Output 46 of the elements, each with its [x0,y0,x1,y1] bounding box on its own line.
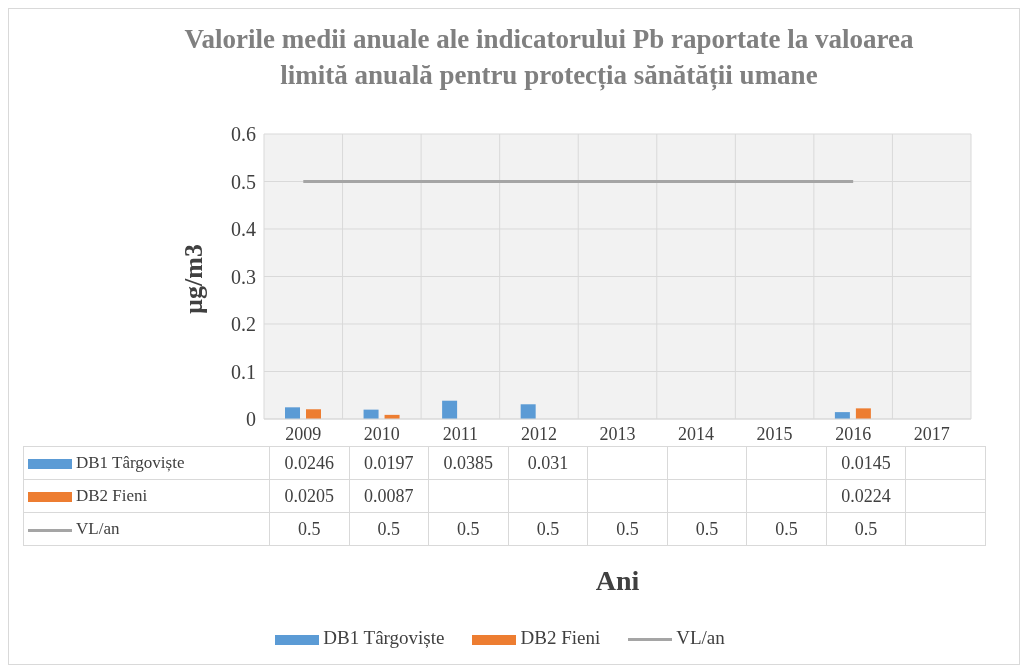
legend-label: DB2 Fieni [76,486,148,505]
x-tick-label: 2009 [285,423,322,444]
y-tick-label: 0.3 [231,265,256,288]
x-axis-title: Ani [594,565,641,597]
text: DB1 Târgoviște [323,627,445,648]
y-tick-label: 0.5 [231,170,256,193]
y-tick-label: 0.6 [231,123,256,146]
x-tick-label: 2012 [520,423,557,444]
data-label: 0.5 [349,512,429,546]
bar [285,407,300,419]
bar [442,400,458,419]
x-tick-label: 2017 [913,423,950,444]
data-label: 0.0087 [349,479,429,513]
data-label: 0.0385 [428,446,509,480]
y-tick-label: 0.2 [231,313,256,336]
text: DB2 Fieni [520,627,601,648]
x-tick-label: 2016 [835,423,872,444]
y-axis-title: µg/m3 [179,244,209,314]
legend-label: DB1 Târgoviște [76,453,185,472]
legend-label: VL/an [76,519,120,538]
data-label: 0.5 [587,512,668,546]
text: VL/an [676,627,725,648]
data-label: 0.0205 [269,479,350,513]
data-label: 0.5 [508,512,588,546]
data-label: 0.5 [826,512,906,546]
data-label: 0.5 [667,512,747,546]
x-tick-label: 2013 [599,423,636,444]
data-label: 0.0145 [826,446,906,480]
chart-title: Valorile medii anuale ale indicatorului Pb raportate la valoarea limită anuală pentru protecția sănătății umane [183,23,915,93]
data-label: 0.0197 [349,446,429,480]
bar [520,404,536,419]
x-tick-label: 2010 [363,423,400,444]
data-label: 0.5 [428,512,509,546]
x-tick-label: 2015 [756,423,793,444]
y-tick-label: 0.4 [231,218,256,241]
y-tick-label: 0 [246,408,256,431]
x-tick-label: 2011 [442,423,479,444]
bar [855,408,871,419]
data-label: 0.5 [269,512,350,546]
data-label: 0.0246 [269,446,350,480]
x-tick-label: 2014 [678,423,715,444]
data-label: 0.5 [746,512,827,546]
data-label: 0.031 [508,446,588,480]
y-tick-label: 0.1 [231,360,256,383]
data-label: 0.0224 [826,479,906,513]
bar [306,409,321,419]
